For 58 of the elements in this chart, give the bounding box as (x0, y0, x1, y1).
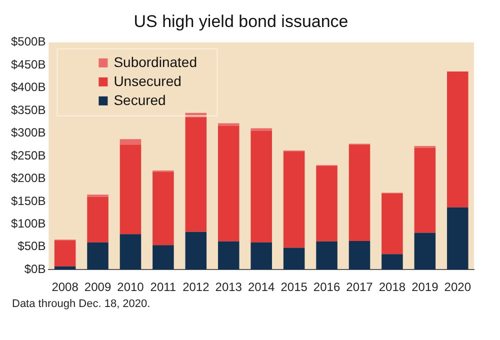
text: Data through Dec. 18, 2020. (12, 298, 152, 310)
bar (348, 144, 370, 241)
y-tick-label: $350B (10, 102, 46, 117)
bar (152, 245, 174, 270)
y-tick-label: $500B (10, 34, 46, 49)
bar (348, 240, 370, 270)
y-tick-label: $50B (18, 239, 46, 254)
bar (185, 117, 207, 232)
bar (152, 172, 174, 246)
x-tick-label: 2013 (215, 280, 242, 294)
chart-title: US high yield bond issuance (134, 12, 348, 31)
x-tick-label: 2019 (412, 280, 439, 294)
bar (414, 148, 436, 233)
bar (414, 232, 436, 270)
x-tick-label: 2009 (84, 280, 112, 294)
y-tick-label: $150B (10, 194, 46, 208)
bar (87, 242, 108, 270)
bar (120, 234, 142, 270)
bar (218, 126, 240, 242)
bar (120, 139, 142, 145)
x-tick-label: 2014 (248, 280, 276, 294)
y-tick-label: $0B (24, 262, 46, 276)
bar (87, 196, 108, 242)
legend-label: Secured (114, 92, 166, 108)
bar (218, 241, 240, 270)
bar (218, 123, 240, 126)
bar (447, 71, 468, 208)
y-tick-label: $300B (10, 126, 46, 140)
x-tick-label: 2016 (313, 280, 340, 294)
x-tick-label: 2015 (280, 280, 308, 294)
bar (283, 248, 305, 270)
bar (120, 144, 142, 234)
x-tick-label: 2010 (117, 280, 144, 294)
bar (250, 128, 272, 132)
bar (316, 241, 338, 270)
x-tick-label: 2018 (378, 280, 406, 294)
bar (185, 232, 207, 270)
bar (382, 193, 403, 254)
bar (250, 242, 272, 270)
y-tick-label: $100B (10, 216, 46, 230)
x-tick-label: 2011 (150, 280, 176, 294)
bar (316, 166, 338, 242)
x-tick-label: 2008 (52, 280, 79, 294)
legend-label: Subordinated (114, 54, 197, 70)
legend-label: Unsecured (114, 72, 182, 89)
x-tick-label: 2017 (346, 280, 374, 294)
y-tick-label: $200B (10, 171, 46, 186)
y-tick-label: $250B (10, 148, 46, 162)
y-tick-label: $400B (10, 80, 46, 94)
bar (54, 240, 76, 266)
bar (250, 131, 272, 242)
bar (54, 266, 76, 270)
bar (283, 151, 305, 248)
bar (447, 207, 468, 270)
x-tick-label: 2012 (182, 280, 210, 294)
bar (382, 254, 403, 270)
y-tick-label: $450B (10, 57, 46, 72)
x-tick-label: 2020 (444, 280, 472, 294)
